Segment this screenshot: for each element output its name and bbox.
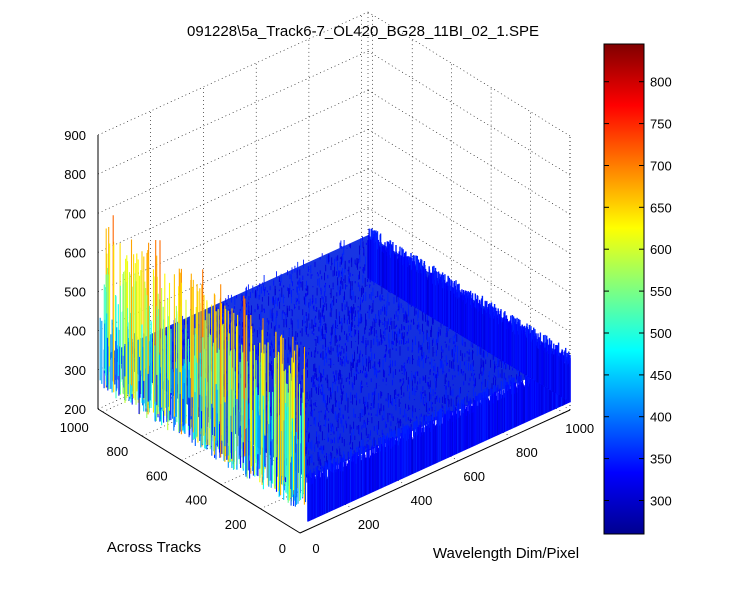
z-tick-label: 600: [64, 245, 86, 260]
y-tick-label: 200: [225, 517, 247, 532]
x-tick-label: 800: [516, 445, 538, 460]
colorbar-tick-label: 600: [650, 242, 672, 257]
surface-mesh: [99, 215, 571, 522]
z-tick-label: 900: [64, 128, 86, 143]
grid-line: [97, 207, 369, 331]
y-axis-label: Across Tracks: [107, 539, 201, 556]
x-tick-label: 200: [358, 517, 380, 532]
colorbar-tick-label: 800: [650, 75, 672, 90]
grid-line: [367, 50, 571, 176]
chart-title: 091228\5a_Track6-7_OL420_BG28_11BI_02_1.…: [187, 23, 539, 40]
y-axis-line: [97, 408, 301, 534]
y-tick-label: 400: [185, 493, 207, 508]
colorbar-tick-label: 300: [650, 494, 672, 509]
colorbar-tick-label: 500: [650, 326, 672, 341]
y-tick-label: 0: [279, 541, 286, 556]
x-tick-label: 600: [463, 469, 485, 484]
z-tick-label: 500: [64, 285, 86, 300]
z-tick-label: 400: [64, 324, 86, 339]
colorbar-gradient: [603, 43, 645, 535]
grid-line: [97, 90, 369, 214]
y-tick-label: 800: [106, 444, 128, 459]
x-tick-label: 1000: [565, 421, 594, 436]
grid-line: [97, 168, 369, 292]
colorbar-tick-label: 400: [650, 410, 672, 425]
z-tick-label: 800: [64, 167, 86, 182]
z-tick-label: 700: [64, 206, 86, 221]
colorbar-tick-label: 700: [650, 159, 672, 174]
y-tick-label: 600: [146, 468, 168, 483]
grid-line: [97, 50, 369, 175]
y-tick-label: 1000: [60, 420, 89, 435]
x-axis-label: Wavelength Dim/Pixel: [433, 545, 579, 562]
axis-ticks: 0 200 400 600 800 1000 0 200 400 600 800 1000 200 300…: [60, 128, 594, 556]
colorbar: 300 350 400 450 500 550 600 650 700 750 800: [603, 43, 672, 535]
x-tick-label: 0: [312, 541, 319, 556]
colorbar-tick-label: 650: [650, 200, 672, 215]
colorbar-tick-label: 750: [650, 117, 672, 132]
grid-line: [367, 129, 571, 254]
colorbar-tick-label: 550: [650, 284, 672, 299]
x-axis-line: [299, 409, 571, 534]
grid-line: [97, 11, 369, 136]
z-tick-label: 200: [64, 402, 86, 417]
grid-line: [97, 129, 369, 253]
grid-line: [367, 90, 571, 215]
colorbar-tick-label: 350: [650, 452, 672, 467]
z-tick-label: 300: [64, 363, 86, 378]
x-tick-label: 400: [411, 493, 433, 508]
colorbar-tick-label: 450: [650, 368, 672, 383]
